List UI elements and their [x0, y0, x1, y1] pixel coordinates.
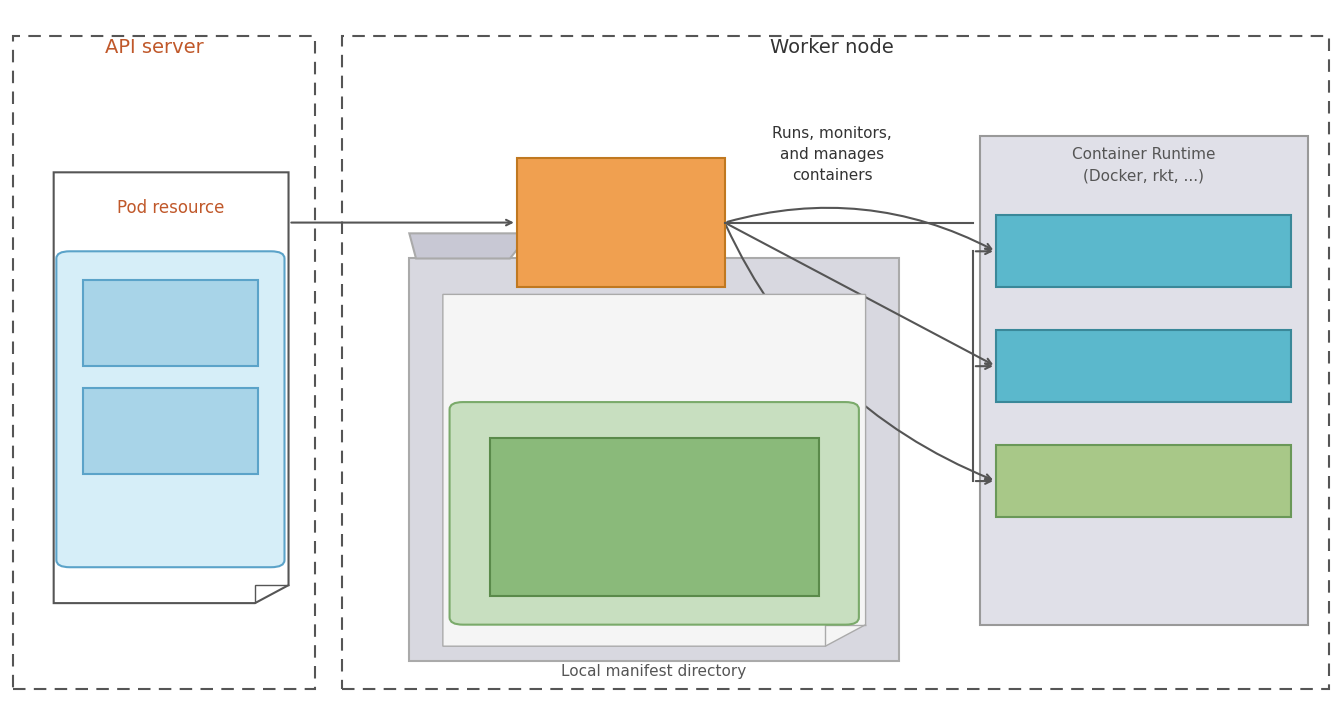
- Text: Runs, monitors,
and manages
containers: Runs, monitors, and manages containers: [772, 126, 892, 183]
- FancyBboxPatch shape: [56, 251, 285, 567]
- FancyBboxPatch shape: [980, 136, 1308, 625]
- Polygon shape: [443, 294, 866, 646]
- Polygon shape: [54, 172, 289, 603]
- Text: Container Runtime: Container Runtime: [1072, 147, 1215, 162]
- Text: Container B: Container B: [115, 421, 225, 440]
- Text: Local manifest directory: Local manifest directory: [561, 664, 746, 679]
- Text: Container B: Container B: [1088, 357, 1198, 376]
- FancyBboxPatch shape: [342, 36, 1329, 689]
- Text: (Docker, rkt, ...): (Docker, rkt, ...): [1083, 169, 1204, 183]
- Text: Container A: Container A: [1088, 242, 1198, 261]
- Text: Container A: Container A: [115, 314, 225, 332]
- FancyBboxPatch shape: [409, 258, 899, 661]
- FancyBboxPatch shape: [996, 215, 1291, 287]
- FancyBboxPatch shape: [83, 280, 258, 366]
- FancyBboxPatch shape: [996, 330, 1291, 402]
- Text: Container C: Container C: [600, 508, 709, 526]
- FancyBboxPatch shape: [450, 402, 859, 625]
- Text: Kubelet: Kubelet: [572, 213, 670, 233]
- Text: Pod manifest (file): Pod manifest (file): [584, 312, 723, 327]
- Text: Worker node: Worker node: [770, 39, 894, 57]
- FancyBboxPatch shape: [517, 158, 725, 287]
- Polygon shape: [409, 233, 530, 258]
- Text: Container C: Container C: [1088, 472, 1198, 490]
- FancyBboxPatch shape: [996, 445, 1291, 517]
- FancyBboxPatch shape: [490, 438, 819, 596]
- Text: Pod resource: Pod resource: [117, 199, 224, 218]
- FancyBboxPatch shape: [83, 388, 258, 474]
- Text: API server: API server: [105, 39, 204, 57]
- FancyBboxPatch shape: [13, 36, 315, 689]
